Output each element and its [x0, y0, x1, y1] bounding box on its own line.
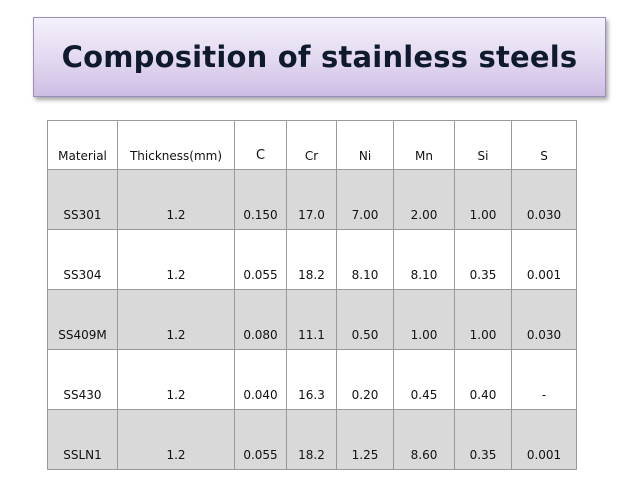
header-thickness: Thickness(mm): [117, 120, 235, 170]
header-nickel: Ni: [336, 120, 394, 170]
cell-material: SS301: [47, 169, 118, 230]
cell-chromium: 18.2: [286, 409, 337, 470]
cell-carbon: 0.055: [234, 409, 287, 470]
header-sulfur: S: [511, 120, 577, 170]
cell-sulfur: 0.030: [511, 169, 577, 230]
cell-thickness: 1.2: [117, 169, 235, 230]
cell-thickness: 1.2: [117, 349, 235, 410]
cell-carbon: 0.080: [234, 289, 287, 350]
cell-material: SS304: [47, 229, 118, 290]
cell-sulfur: -: [511, 349, 577, 410]
cell-chromium: 11.1: [286, 289, 337, 350]
cell-carbon: 0.150: [234, 169, 287, 230]
title-banner: Composition of stainless steels: [33, 17, 606, 97]
cell-chromium: 18.2: [286, 229, 337, 290]
header-material: Material: [47, 120, 118, 170]
cell-nickel: 0.20: [336, 349, 394, 410]
header-silicon: Si: [454, 120, 512, 170]
cell-manganese: 8.10: [393, 229, 455, 290]
table-row: SS409M 1.2 0.080 11.1 0.50 1.00 1.00 0.0…: [47, 289, 577, 350]
cell-nickel: 0.50: [336, 289, 394, 350]
table-row: SS430 1.2 0.040 16.3 0.20 0.45 0.40 -: [47, 349, 577, 410]
cell-nickel: 1.25: [336, 409, 394, 470]
cell-silicon: 0.35: [454, 229, 512, 290]
cell-thickness: 1.2: [117, 289, 235, 350]
cell-chromium: 16.3: [286, 349, 337, 410]
cell-nickel: 7.00: [336, 169, 394, 230]
composition-table: Material Thickness(mm) C Cr Ni Mn Si S S…: [47, 120, 577, 470]
cell-material: SS430: [47, 349, 118, 410]
cell-carbon: 0.040: [234, 349, 287, 410]
cell-manganese: 1.00: [393, 289, 455, 350]
table-row: SSLN1 1.2 0.055 18.2 1.25 8.60 0.35 0.00…: [47, 409, 577, 470]
cell-manganese: 8.60: [393, 409, 455, 470]
cell-silicon: 1.00: [454, 169, 512, 230]
table-header-row: Material Thickness(mm) C Cr Ni Mn Si S: [47, 120, 577, 170]
table-row: SS304 1.2 0.055 18.2 8.10 8.10 0.35 0.00…: [47, 229, 577, 290]
cell-silicon: 0.35: [454, 409, 512, 470]
cell-material: SS409M: [47, 289, 118, 350]
page-title: Composition of stainless steels: [61, 40, 578, 74]
cell-sulfur: 0.030: [511, 289, 577, 350]
cell-manganese: 2.00: [393, 169, 455, 230]
cell-chromium: 17.0: [286, 169, 337, 230]
cell-silicon: 0.40: [454, 349, 512, 410]
cell-thickness: 1.2: [117, 409, 235, 470]
cell-nickel: 8.10: [336, 229, 394, 290]
cell-manganese: 0.45: [393, 349, 455, 410]
table-row: SS301 1.2 0.150 17.0 7.00 2.00 1.00 0.03…: [47, 169, 577, 230]
header-manganese: Mn: [393, 120, 455, 170]
cell-material: SSLN1: [47, 409, 118, 470]
cell-sulfur: 0.001: [511, 409, 577, 470]
header-carbon: C: [234, 120, 287, 170]
cell-carbon: 0.055: [234, 229, 287, 290]
cell-thickness: 1.2: [117, 229, 235, 290]
cell-sulfur: 0.001: [511, 229, 577, 290]
header-chromium: Cr: [286, 120, 337, 170]
cell-silicon: 1.00: [454, 289, 512, 350]
